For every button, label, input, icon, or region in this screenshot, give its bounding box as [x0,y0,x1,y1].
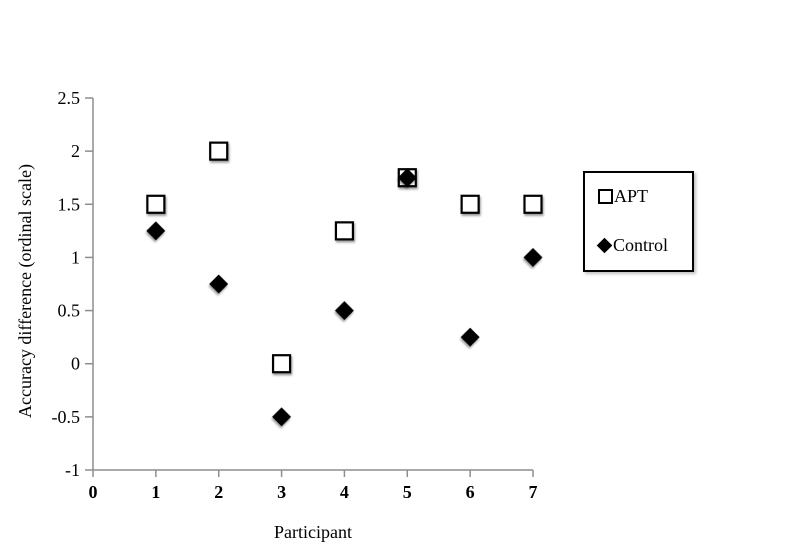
marker-control-p2 [209,274,229,294]
x-tick-label: 3 [277,482,286,502]
x-tick-label: 7 [529,482,538,502]
y-tick-label: -1 [65,460,80,480]
x-tick-label: 6 [466,482,475,502]
y-tick-label: 1.5 [58,194,81,214]
y-tick-label: -0.5 [52,407,81,427]
legend-item-apt: APT [598,186,688,206]
y-tick-label: 2.5 [58,88,81,108]
marker-control-p5 [397,168,417,188]
x-axis-title: Participant [274,522,352,542]
x-tick-label: 2 [214,482,223,502]
y-tick-label: 0.5 [58,301,81,321]
x-tick-label: 1 [151,482,160,502]
marker-apt-p3 [271,354,292,374]
x-tick-label: 0 [89,482,98,502]
marker-apt-p2 [209,141,229,161]
open-square-marker-icon [598,188,613,204]
y-tick-label: 0 [71,354,80,374]
marker-apt-p4 [334,221,355,241]
x-tick-label: 4 [340,482,349,502]
marker-control-p4 [334,301,354,321]
marker-control-p1 [146,221,166,241]
marker-control-p6 [460,327,480,347]
legend-label-control: Control [613,235,669,255]
marker-apt-p6 [460,194,480,214]
y-tick-label: 2 [71,141,80,161]
marker-apt-p7 [523,194,543,214]
legend-item-control: Control [596,235,688,255]
marker-control-p3 [272,407,292,427]
y-axis-title: Accuracy difference (ordinal scale) [15,164,35,419]
legend-label-apt: APT [614,186,649,206]
marker-apt-p1 [146,194,166,214]
filled-diamond-marker-icon [596,237,613,253]
x-tick-label: 5 [403,482,412,502]
y-tick-label: 1 [71,247,80,267]
marker-control-p7 [523,247,543,267]
legend: APT Control [583,171,694,272]
